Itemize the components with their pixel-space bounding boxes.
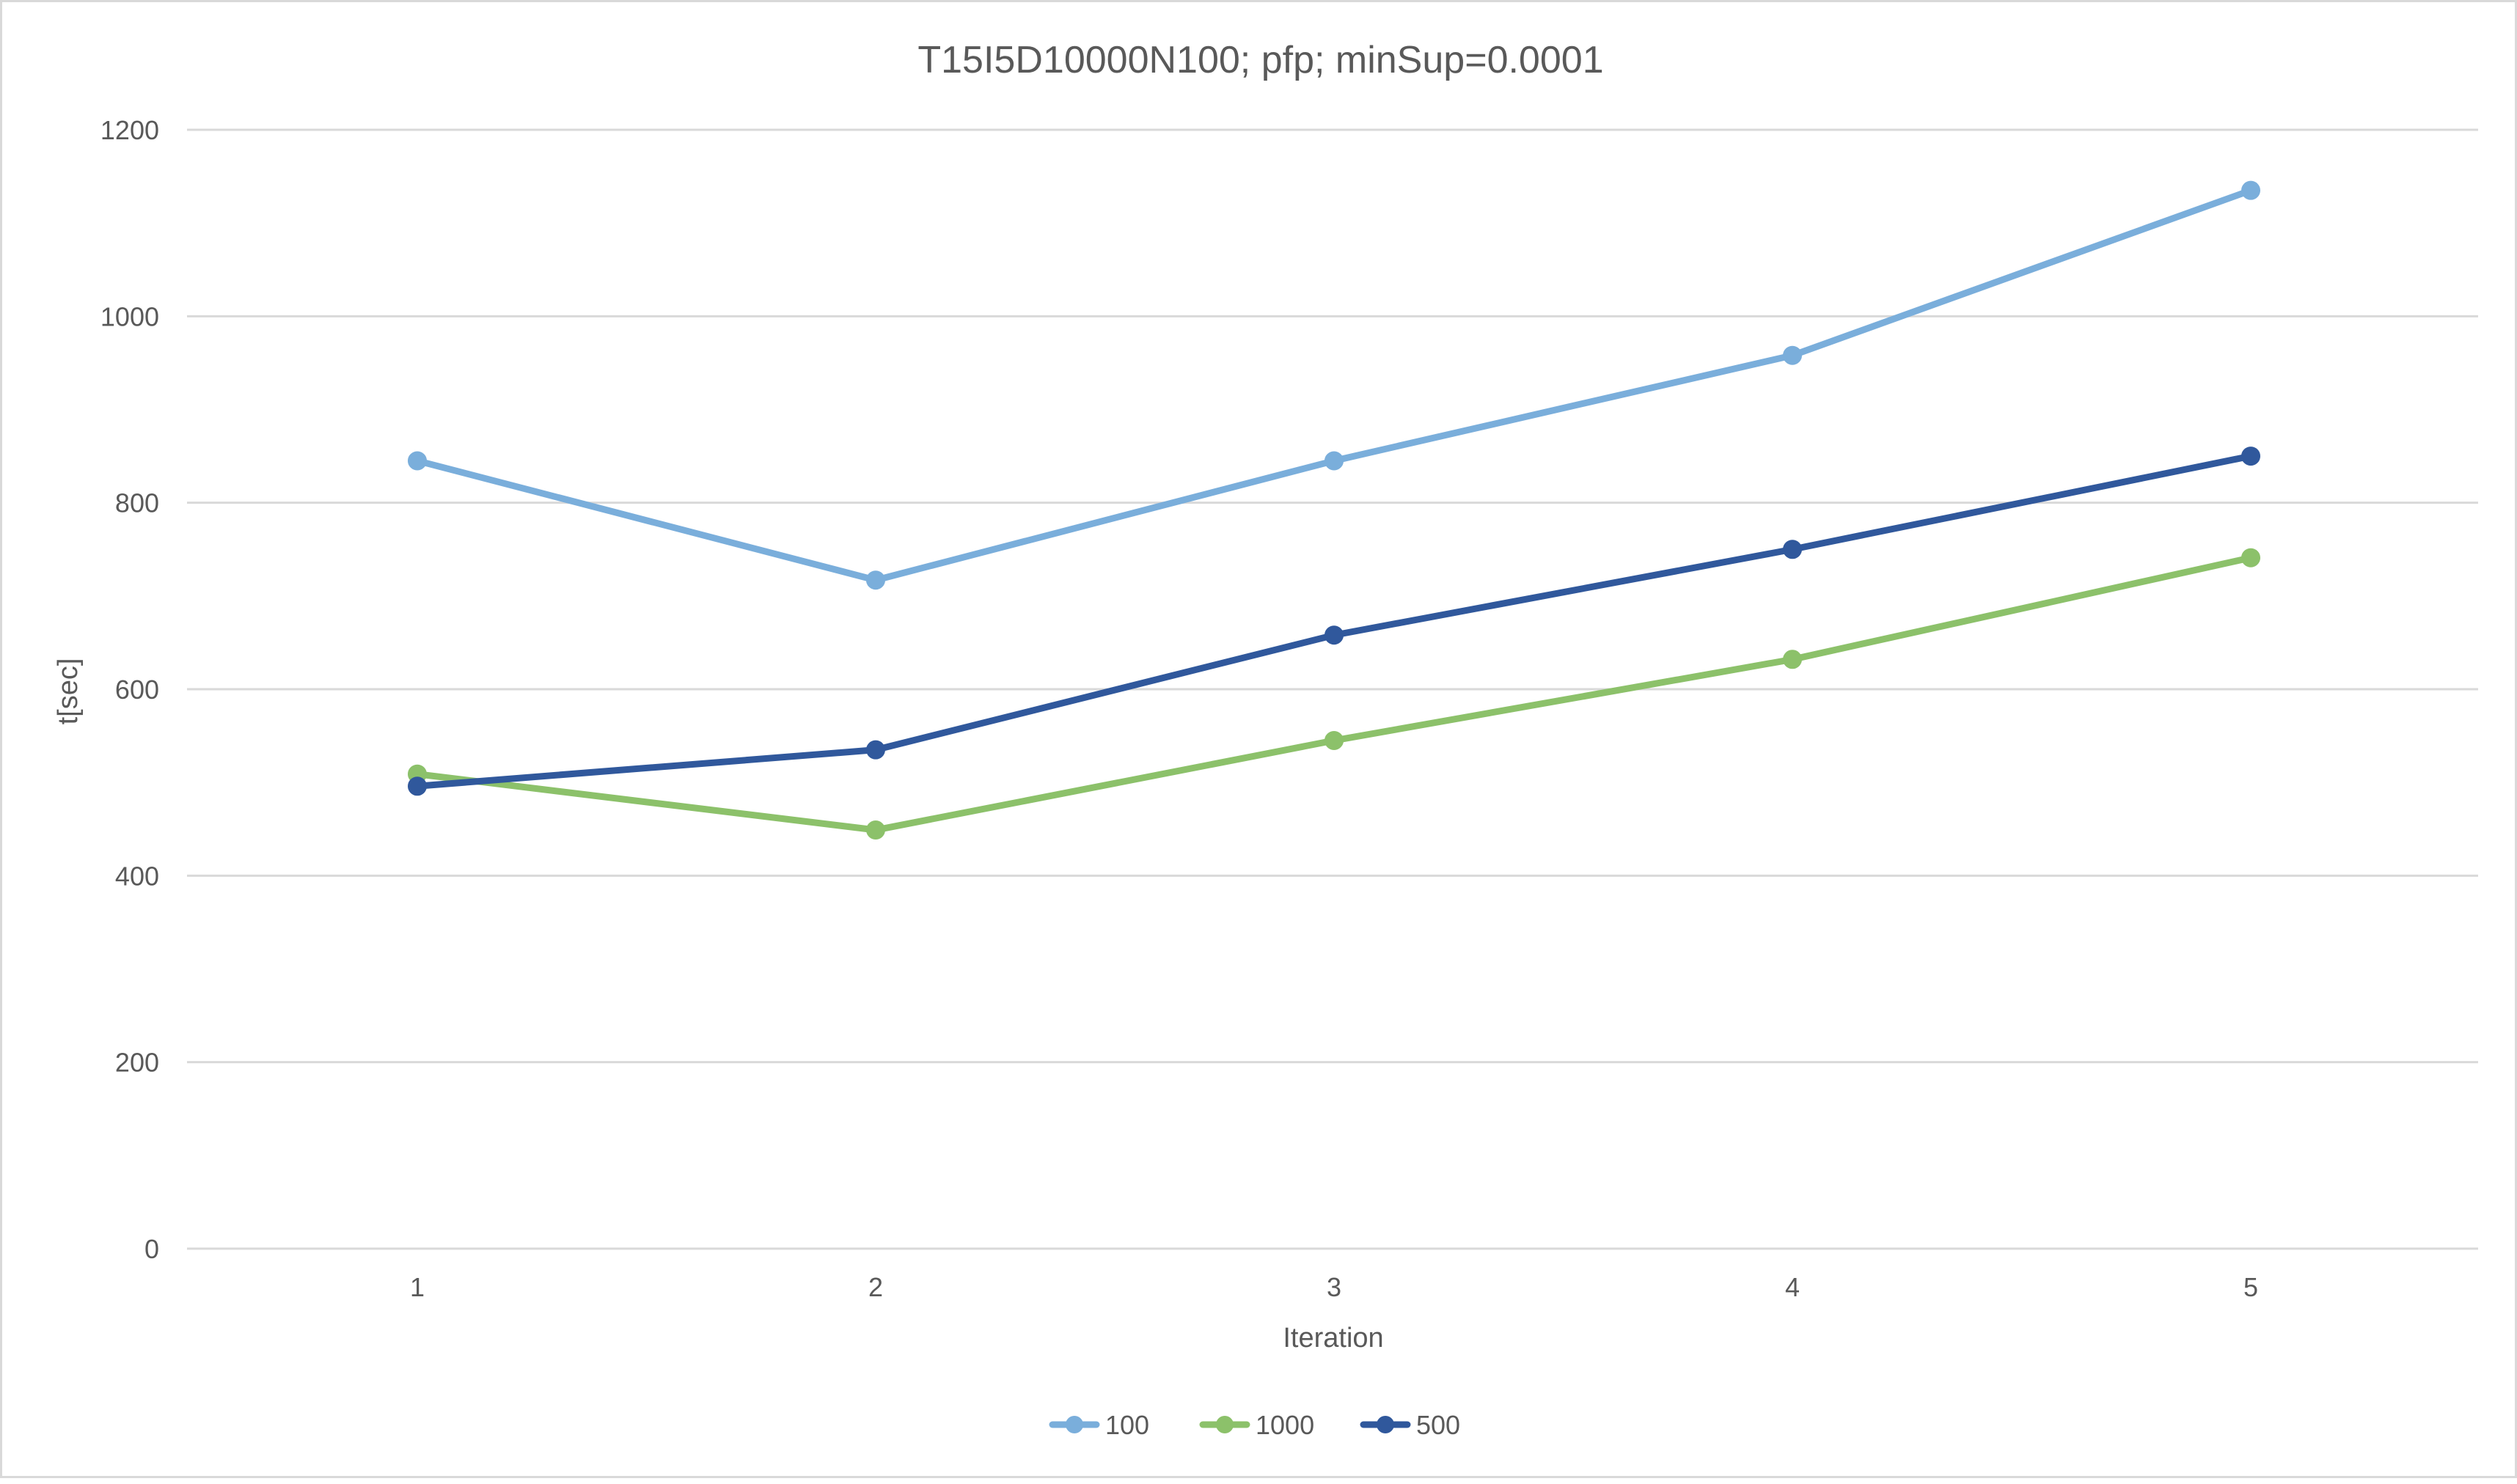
series-line-1000: [414, 554, 2254, 834]
data-point-100: [1783, 345, 1802, 365]
data-point-100: [866, 570, 885, 590]
y-tick-label: 1000: [100, 301, 159, 331]
data-point-100: [2241, 180, 2260, 200]
x-tick-label: 2: [868, 1272, 883, 1302]
series-lines: [408, 180, 2260, 840]
series-line-100: [414, 187, 2254, 584]
legend-label-500: 500: [1416, 1410, 1460, 1440]
data-point-500: [2241, 447, 2260, 466]
data-point-1000: [2241, 548, 2260, 567]
x-axis-ticks: 1 2 3 4 5: [410, 1272, 2258, 1302]
x-tick-label: 4: [1785, 1272, 1800, 1302]
x-tick-label: 3: [1327, 1272, 1341, 1302]
data-point-500: [866, 740, 885, 760]
data-point-1000: [1325, 730, 1344, 750]
legend: 100 1000 500: [1049, 1410, 1460, 1440]
y-tick-label: 400: [115, 861, 159, 891]
y-tick-label: 800: [115, 488, 159, 518]
x-axis-label: Iteration: [1283, 1323, 1383, 1353]
data-point-1000: [866, 820, 885, 840]
legend-label-100: 100: [1105, 1410, 1149, 1440]
y-axis-label: t[sec]: [53, 658, 84, 725]
data-point-500: [1325, 625, 1344, 645]
legend-marker-1000: [1216, 1416, 1234, 1433]
data-point-100: [1325, 451, 1344, 471]
data-point-500: [1783, 540, 1802, 559]
x-tick-label: 1: [410, 1272, 425, 1302]
y-axis-ticks: 0 200 400 600 800 1000 1200: [100, 115, 159, 1264]
y-tick-label: 0: [144, 1234, 159, 1264]
legend-label-1000: 1000: [1256, 1410, 1314, 1440]
gridlines: [187, 128, 2478, 1250]
legend-marker-500: [1377, 1416, 1394, 1433]
y-tick-label: 600: [115, 675, 159, 705]
chart-title: T15I5D10000N100; pfp; minSup=0.0001: [917, 39, 1603, 81]
legend-marker-100: [1066, 1416, 1083, 1433]
data-point-1000: [1783, 650, 1802, 669]
data-point-100: [408, 451, 427, 471]
y-tick-label: 1200: [100, 115, 159, 145]
y-tick-label: 200: [115, 1048, 159, 1078]
data-point-500: [408, 776, 427, 796]
x-tick-label: 5: [2243, 1272, 2258, 1302]
